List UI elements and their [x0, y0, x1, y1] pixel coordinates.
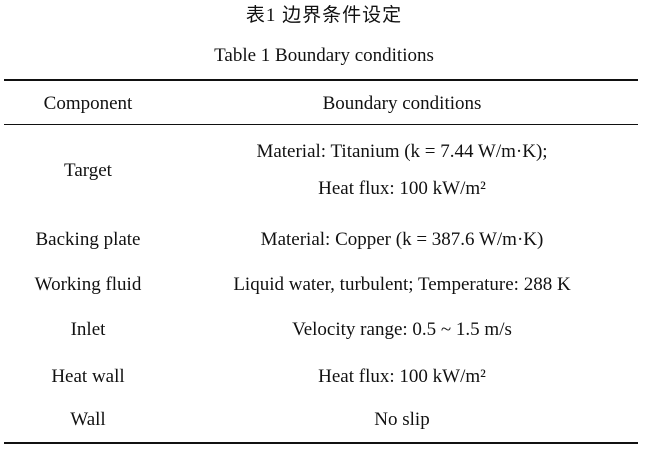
row-backing-condition: Material: Copper (k = 387.6 W/m·K)	[260, 229, 544, 250]
row-heatwall-component: Heat wall	[51, 366, 125, 387]
row-fluid-component: Working fluid	[34, 274, 142, 295]
row-target-component: Target	[64, 160, 112, 181]
caption-chinese: 表1 边界条件设定	[245, 5, 403, 26]
row-target-condition-2: Heat flux: 100 kW/m²	[318, 178, 486, 199]
row-fluid-condition: Liquid water, turbulent; Temperature: 28…	[233, 274, 571, 295]
header-rule	[4, 124, 638, 125]
header-component: Component	[43, 93, 133, 114]
bottom-rule	[4, 442, 638, 444]
row-inlet-component: Inlet	[70, 319, 106, 340]
row-wall-component: Wall	[70, 409, 106, 430]
row-target-condition-1: Material: Titanium (k = 7.44 W/m·K);	[256, 141, 548, 162]
top-rule	[4, 79, 638, 81]
row-heatwall-condition: Heat flux: 100 kW/m²	[318, 366, 486, 387]
row-wall-condition: No slip	[374, 409, 430, 430]
row-inlet-condition: Velocity range: 0.5 ~ 1.5 m/s	[292, 319, 512, 340]
row-backing-component: Backing plate	[35, 229, 141, 250]
header-conditions: Boundary conditions	[322, 93, 482, 114]
caption-english: Table 1 Boundary conditions	[214, 45, 434, 66]
